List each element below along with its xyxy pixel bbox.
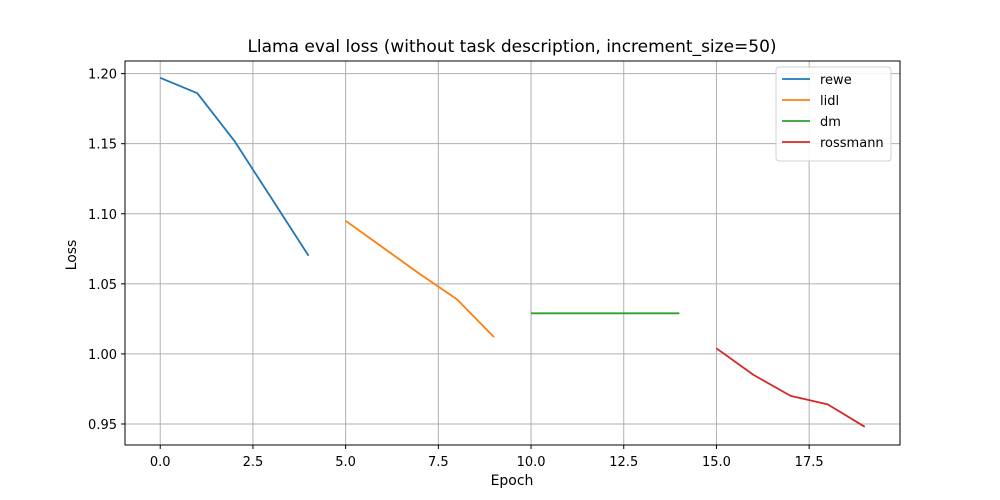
y-tick-label: 1.10: [88, 208, 117, 223]
series-line-lidl: [345, 220, 495, 338]
legend-label-rewe: rewe: [820, 73, 852, 88]
legend-label-rossmann: rossmann: [820, 136, 884, 151]
chart-title: Llama eval loss (without task descriptio…: [247, 37, 776, 57]
y-tick-label: 1.20: [88, 68, 117, 83]
y-tick-label: 1.00: [88, 348, 117, 363]
legend-box: [775, 66, 892, 162]
series-line-rossmann: [715, 347, 866, 428]
legend-label-dm: dm: [820, 115, 841, 130]
x-tick-label: 2.5: [243, 455, 264, 470]
grid: [125, 61, 900, 445]
y-tick-label: 0.95: [88, 418, 117, 433]
plot-frame: [124, 60, 901, 446]
x-tick-label: 12.5: [609, 455, 638, 470]
x-tick-label: 17.5: [795, 455, 824, 470]
x-tick-label: 7.5: [428, 455, 449, 470]
series-line-rewe: [159, 76, 310, 257]
x-tick-label: 5.0: [335, 455, 356, 470]
x-tick-label: 15.0: [702, 455, 731, 470]
legend-label-lidl: lidl: [820, 94, 839, 109]
x-tick-label: 0.0: [150, 455, 171, 470]
axis-ticks: 0.0 2.5 5.0 7.5 10.0 12.5 15.0 17.5 0.95 1.00 1.05…: [88, 68, 824, 470]
x-tick-label: 10.0: [517, 455, 546, 470]
y-tick-label: 1.15: [88, 138, 117, 153]
series-lines: [159, 76, 866, 428]
y-tick-label: 1.05: [88, 278, 117, 293]
y-axis-label: Loss: [64, 240, 80, 271]
x-axis-label: Epoch: [491, 473, 534, 489]
legend: rewe lidl dm rossmann: [775, 66, 892, 162]
